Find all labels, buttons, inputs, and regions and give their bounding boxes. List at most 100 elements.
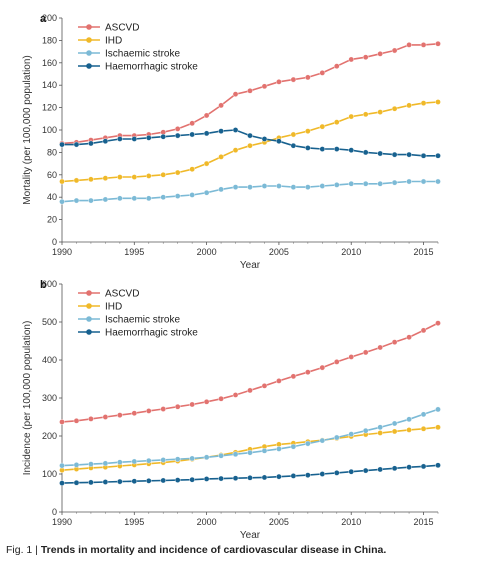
y-tick-label: 160 xyxy=(42,58,57,68)
data-point xyxy=(261,136,268,142)
data-point xyxy=(391,465,398,472)
data-point xyxy=(435,152,441,159)
data-point xyxy=(145,135,152,141)
data-point xyxy=(174,403,181,410)
data-point xyxy=(189,455,195,462)
series-ascvd xyxy=(59,40,441,147)
data-point xyxy=(88,176,94,183)
data-point xyxy=(189,401,195,408)
y-tick-label: 200 xyxy=(42,431,57,441)
data-point xyxy=(348,180,355,187)
data-point xyxy=(362,54,369,61)
y-tick-label: 80 xyxy=(47,147,57,157)
data-point xyxy=(290,184,297,190)
x-tick-label: 2010 xyxy=(341,517,361,527)
series-ascvd xyxy=(59,320,441,425)
data-point xyxy=(117,136,123,142)
data-point xyxy=(203,160,210,167)
data-point xyxy=(117,174,123,180)
data-point xyxy=(218,395,224,402)
data-point xyxy=(160,477,167,484)
legend-label: Haemorrhagic stroke xyxy=(105,328,198,339)
legend-entry: IHD xyxy=(78,36,122,47)
data-point xyxy=(319,146,326,152)
data-point xyxy=(348,147,355,153)
data-point xyxy=(59,178,65,185)
data-point xyxy=(247,132,253,139)
data-point xyxy=(247,184,253,190)
data-point xyxy=(102,138,109,144)
data-point xyxy=(406,464,412,470)
data-point xyxy=(73,197,80,204)
legend-label: ASCVD xyxy=(105,289,139,300)
data-point xyxy=(117,412,123,418)
y-tick-label: 120 xyxy=(42,103,57,113)
data-point xyxy=(261,474,268,481)
data-point xyxy=(247,474,253,481)
data-point xyxy=(189,476,195,483)
data-point xyxy=(290,443,297,450)
legend-entry: Ischaemic stroke xyxy=(78,315,180,326)
data-point xyxy=(319,123,326,130)
x-tick-label: 2010 xyxy=(341,247,361,257)
data-point xyxy=(348,56,355,63)
y-tick-label: 300 xyxy=(42,393,57,403)
data-point xyxy=(247,142,253,149)
data-point xyxy=(203,189,210,196)
data-point xyxy=(102,196,109,203)
x-tick-label: 2015 xyxy=(414,517,434,527)
series-ihd xyxy=(59,99,441,185)
data-point xyxy=(189,192,195,198)
data-point xyxy=(406,178,412,185)
data-point xyxy=(189,166,195,172)
legend-label: Ischaemic stroke xyxy=(105,49,180,60)
data-point xyxy=(145,408,152,414)
x-tick-label: 1995 xyxy=(124,247,144,257)
data-point xyxy=(160,406,167,412)
y-tick-label: 140 xyxy=(42,80,57,90)
data-point xyxy=(102,175,109,181)
legend-entry: ASCVD xyxy=(78,289,139,300)
data-point xyxy=(305,184,311,190)
data-point xyxy=(218,475,224,482)
data-point xyxy=(59,141,65,148)
data-point xyxy=(406,151,412,158)
figure-caption: Fig. 1 | Trends in mortality and inciden… xyxy=(6,544,386,556)
series-haemorrhagic-stroke xyxy=(59,127,441,159)
data-point xyxy=(145,457,152,464)
data-point xyxy=(290,373,297,380)
x-tick-label: 2015 xyxy=(414,247,434,257)
data-point xyxy=(276,79,282,85)
data-point xyxy=(348,354,355,360)
y-axis-title: Mortality (per 100,000 population) xyxy=(22,55,33,205)
data-point xyxy=(232,451,239,458)
data-point xyxy=(377,466,383,473)
y-tick-label: 500 xyxy=(42,317,57,327)
data-point xyxy=(160,171,167,178)
data-point xyxy=(102,479,109,485)
data-point xyxy=(333,146,340,152)
data-point xyxy=(247,88,253,94)
data-point xyxy=(435,40,441,47)
data-point xyxy=(218,102,224,109)
legend-swatch-marker xyxy=(86,50,92,56)
data-point xyxy=(145,173,152,179)
data-point xyxy=(174,456,181,462)
data-point xyxy=(377,109,383,115)
data-point xyxy=(232,184,239,190)
data-point xyxy=(131,195,138,202)
data-point xyxy=(348,431,355,437)
data-point xyxy=(218,154,224,160)
y-tick-label: 200 xyxy=(42,13,57,23)
x-tick-label: 2000 xyxy=(197,517,217,527)
series-ihd xyxy=(59,424,441,474)
legend-label: ASCVD xyxy=(105,23,139,34)
legend-swatch-marker xyxy=(86,303,92,309)
data-point xyxy=(391,179,398,186)
data-point xyxy=(435,424,441,431)
chart-panel-a: a 0 20 40 60 80 100 120 140 160 180 200 1990 1995 2000… xyxy=(22,13,441,271)
x-axis-title: Year xyxy=(240,260,261,271)
series-ischaemic-stroke xyxy=(59,178,441,205)
y-tick-label: 100 xyxy=(42,469,57,479)
data-point xyxy=(435,99,441,105)
